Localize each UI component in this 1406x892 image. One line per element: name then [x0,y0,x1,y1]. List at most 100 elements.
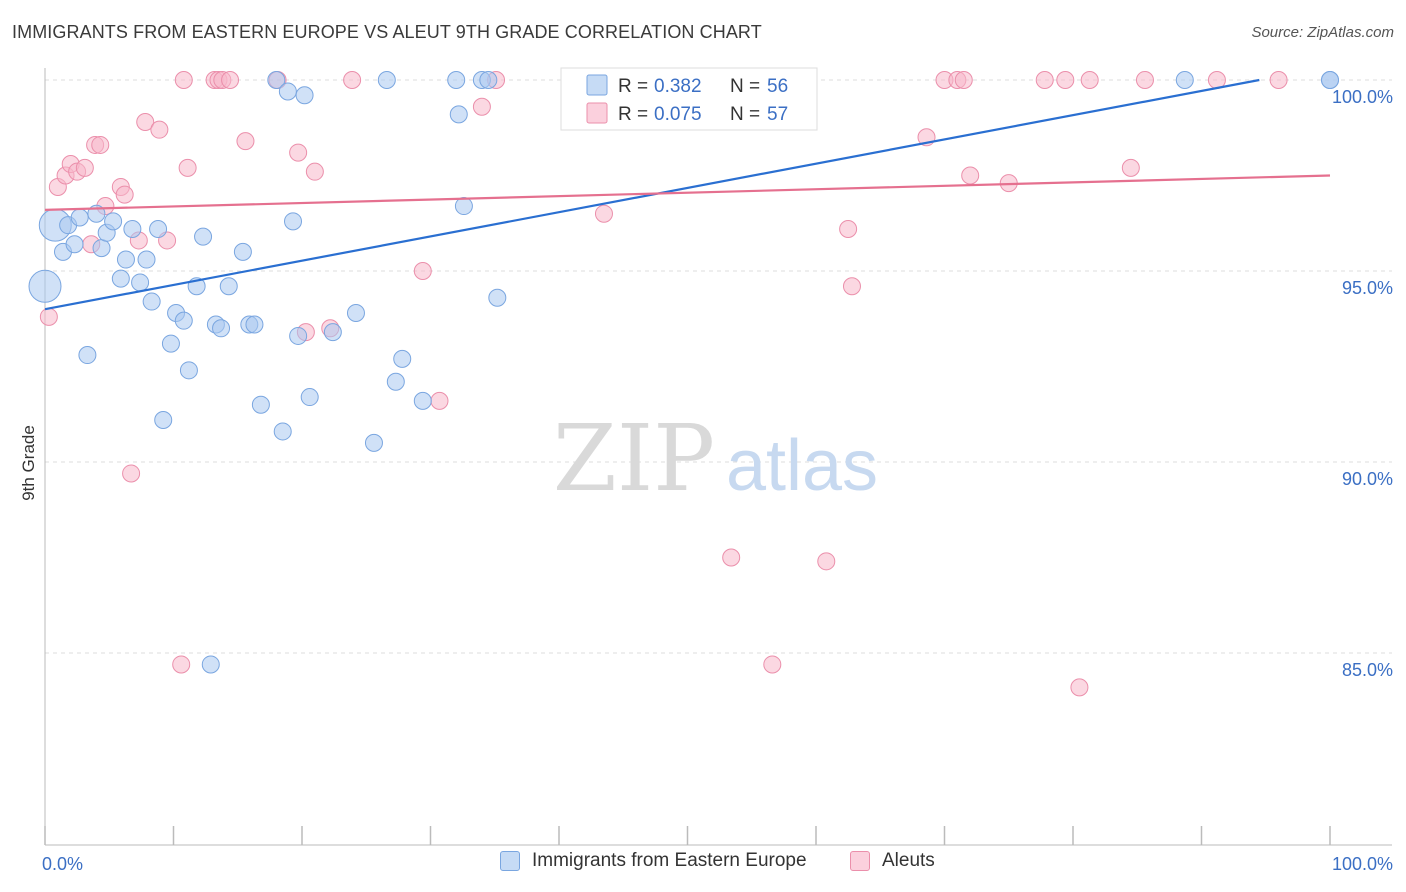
point-aleuts [136,113,155,132]
x-tick-label: 100.0% [1332,854,1393,874]
point-aleuts [961,166,980,185]
point-aleuts [1080,71,1099,89]
point-aleuts [289,143,308,162]
point-immigrants [212,319,231,338]
point-aleuts [221,71,240,89]
point-immigrants [278,82,297,101]
point-aleuts [722,548,741,567]
point-aleuts [178,158,197,177]
point-immigrants [179,361,198,380]
watermark-atlas: atlas [726,426,878,506]
stats-swatch [586,102,608,124]
point-immigrants [251,395,270,414]
point-immigrants [111,269,130,288]
point-immigrants [245,315,264,334]
point-immigrants [142,292,161,311]
point-immigrants [377,71,396,89]
point-aleuts [75,158,94,177]
point-aleuts [122,464,141,483]
point-aleuts [817,552,836,571]
point-immigrants [386,372,405,391]
y-axis-label: 9th Grade [19,425,38,501]
y-tick-label: 100.0% [1332,87,1393,107]
legend-label-aleuts: Aleuts [882,850,935,871]
legend-item-aleuts: Aleuts [850,850,935,872]
trend-lines [44,78,1331,311]
point-immigrants [92,239,111,258]
point-immigrants [300,388,319,407]
stats-legend: R = 0.382 N = 56 R = 0.075 N = 57 [560,67,818,131]
r-value: 0.382 [654,76,702,97]
point-aleuts [954,71,973,89]
point-aleuts [839,219,858,238]
point-immigrants [201,655,220,674]
r-label: R = [618,76,648,97]
point-immigrants [65,235,84,254]
point-immigrants [295,86,314,105]
point-immigrants [78,346,97,365]
point-immigrants [289,326,308,345]
axes [44,68,1392,846]
point-aleuts [236,132,255,151]
point-immigrants [161,334,180,353]
point-immigrants [284,212,303,231]
x-tick-label: 0.0% [42,854,83,874]
legend-item-immigrants: Immigrants from Eastern Europe [500,850,807,872]
watermark-zip: ZIP [553,405,715,512]
legend-label-immigrants: Immigrants from Eastern Europe [532,850,807,871]
point-immigrants [70,208,89,227]
grid-lines [45,79,1392,654]
point-immigrants [267,71,286,89]
legend-swatch-pink [850,851,870,871]
point-immigrants [454,197,473,216]
n-label: N = [730,76,760,97]
point-immigrants [149,219,168,238]
point-immigrants [393,349,412,368]
chart-title: IMMIGRANTS FROM EASTERN EUROPE VS ALEUT … [12,22,762,42]
series-legend: Immigrants from Eastern Europe Aleuts [0,850,1406,880]
point-immigrants [174,311,193,330]
y-tick-label: 85.0% [1342,660,1393,680]
point-immigrants [104,212,123,231]
y-tick-labels: 85.0% 90.0% 95.0% 100.0% [1332,87,1393,680]
point-aleuts [472,97,491,116]
point-aleuts [842,277,861,296]
point-aleuts [91,135,110,154]
point-immigrants [447,71,466,89]
point-immigrants [273,422,292,441]
n-value: 56 [767,76,788,97]
point-immigrants [131,273,150,292]
point-aleuts [1035,71,1054,89]
point-immigrants [364,433,383,452]
point-aleuts [305,162,324,181]
point-aleuts [39,307,58,326]
point-aleuts [1121,158,1140,177]
stats-swatch [586,74,608,96]
point-aleuts [150,120,169,139]
point-immigrants [194,227,213,246]
point-aleuts [1135,71,1154,89]
point-immigrants [1175,71,1194,89]
watermark: ZIP atlas [553,405,878,512]
point-immigrants [413,391,432,410]
point-immigrants [28,269,62,303]
data-points [28,71,1339,697]
y-tick-label: 90.0% [1342,469,1393,489]
point-aleuts [1056,71,1075,89]
point-immigrants [346,304,365,323]
legend-swatch-blue [500,851,520,871]
point-immigrants [233,242,252,261]
point-immigrants [488,288,507,307]
r-value: 0.075 [654,104,702,125]
point-immigrants [154,410,173,429]
y-tick-label: 95.0% [1342,278,1393,298]
point-aleuts [763,655,782,674]
point-aleuts [594,204,613,223]
point-immigrants [137,250,156,269]
point-immigrants [323,323,342,342]
point-immigrants [479,71,498,89]
n-value: 57 [767,104,788,125]
point-aleuts [430,391,449,410]
point-aleuts [115,185,134,204]
